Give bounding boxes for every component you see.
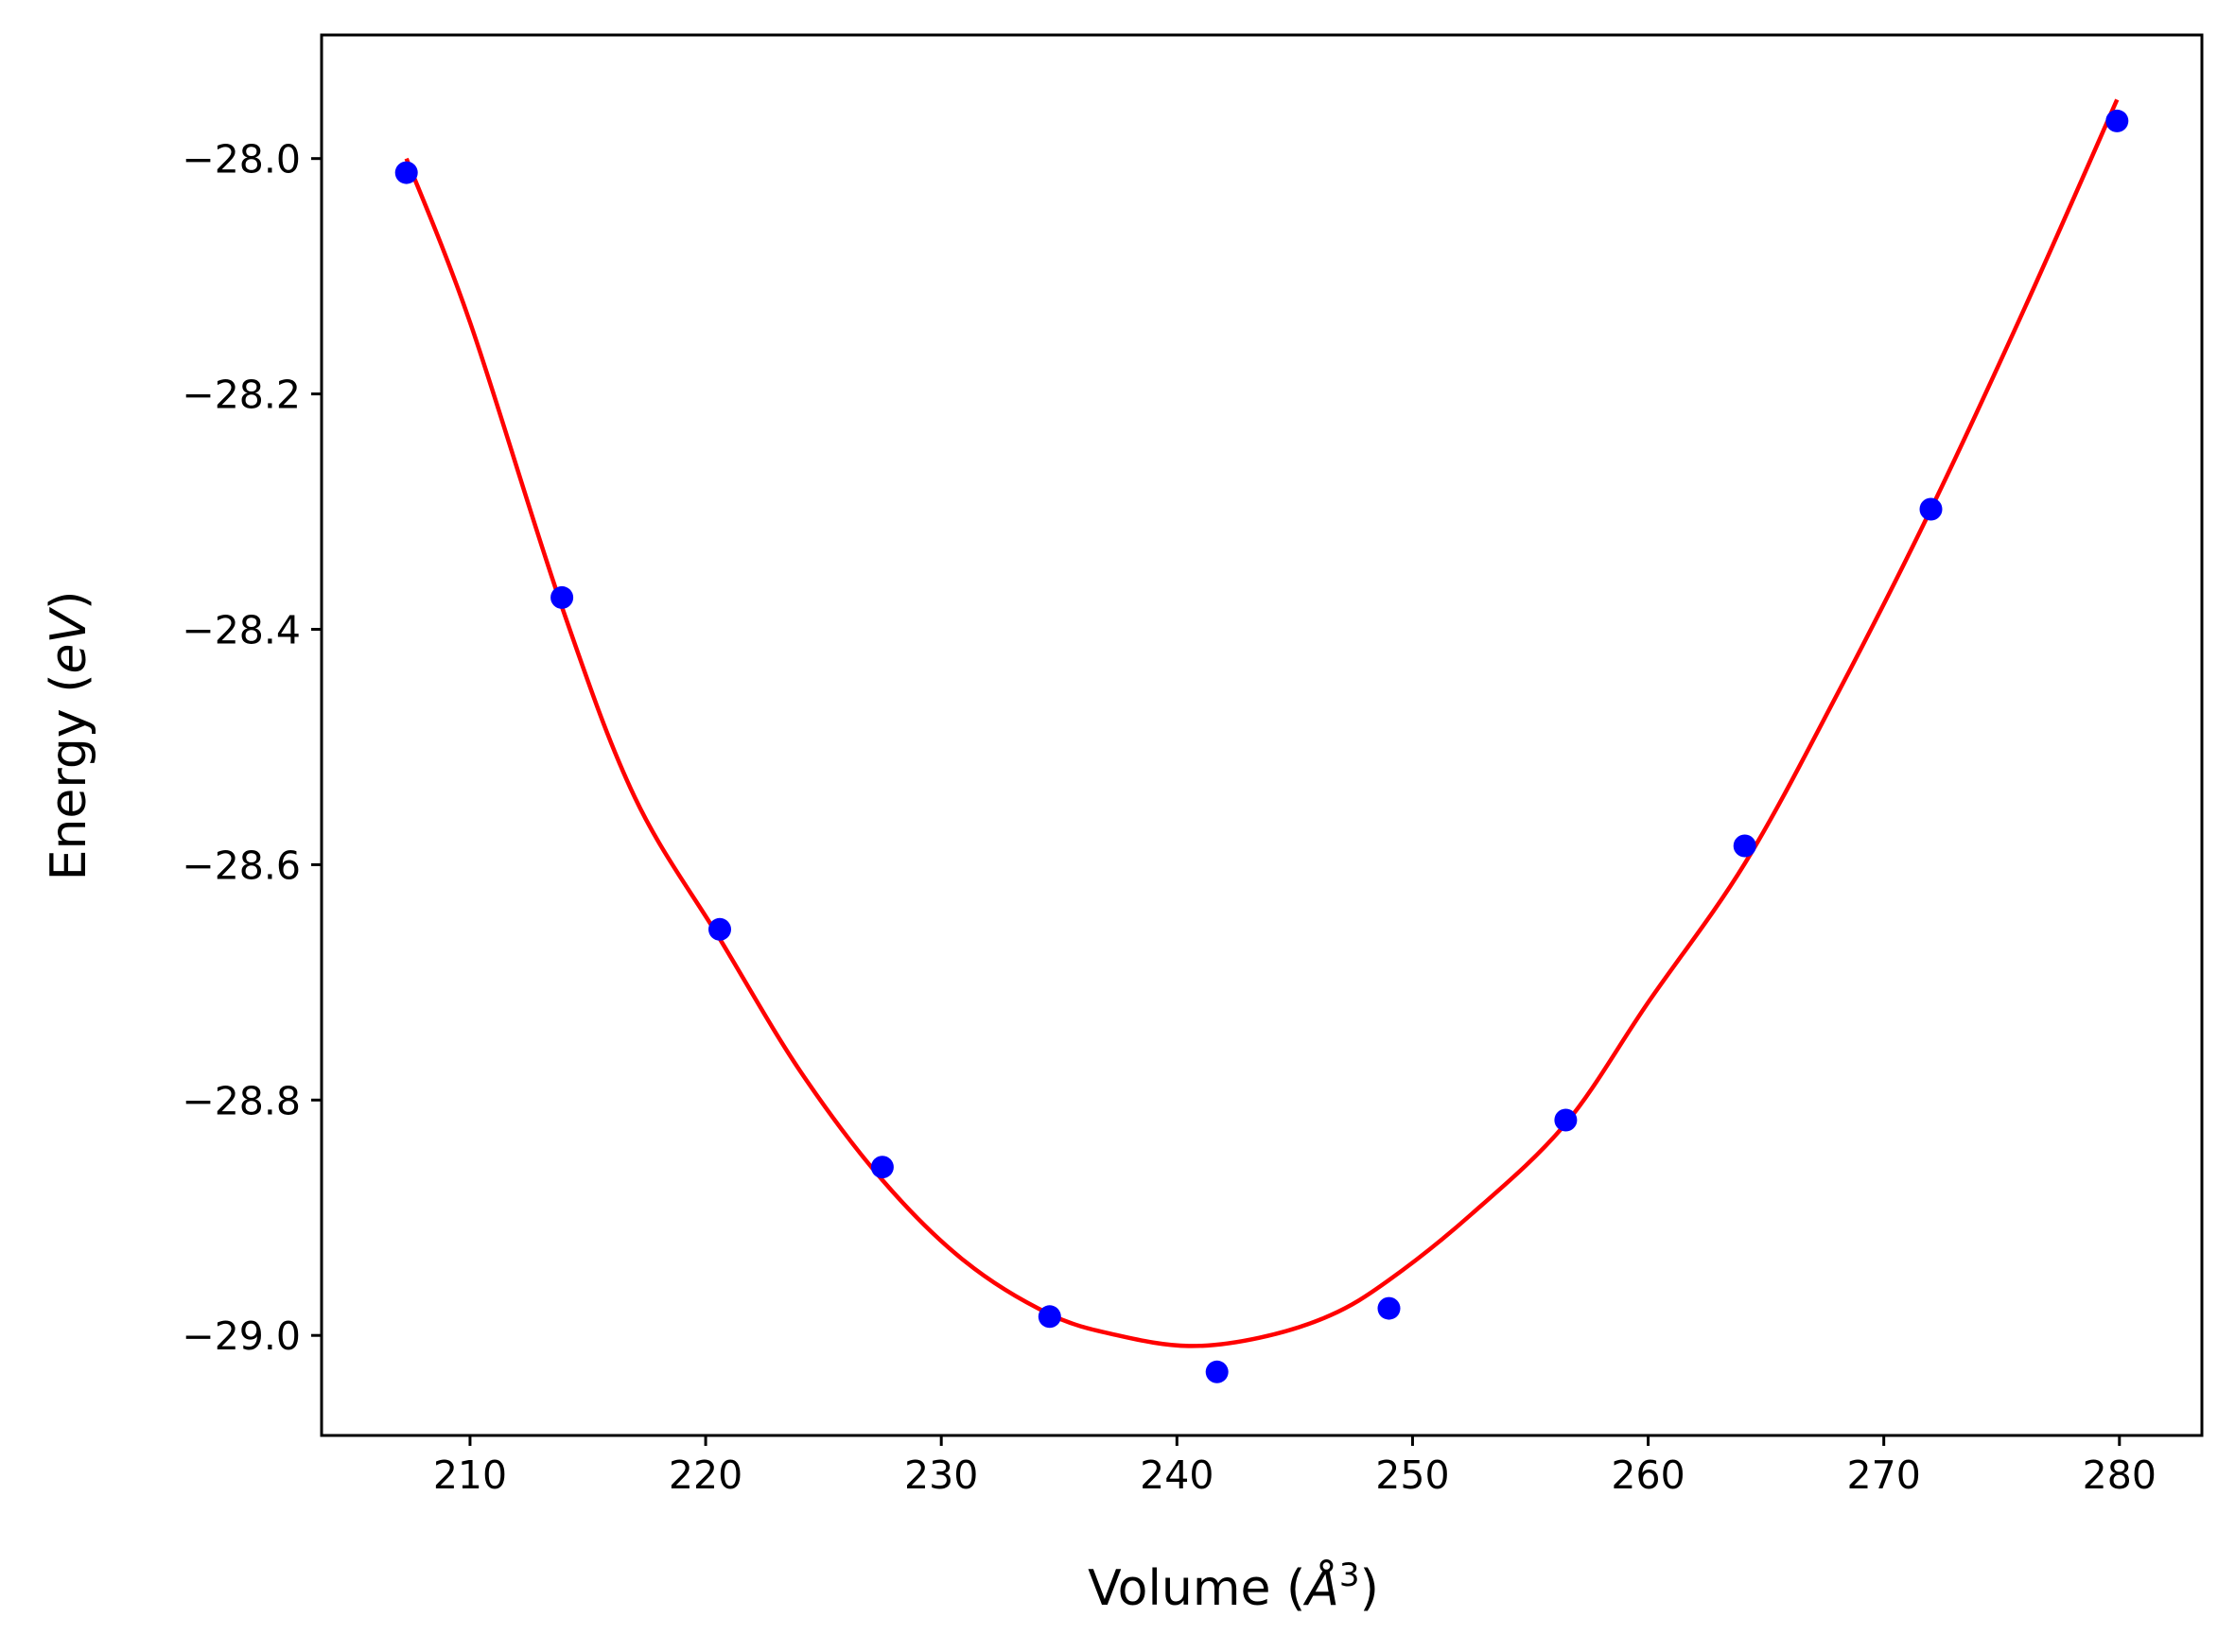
data-point	[1205, 1360, 1229, 1383]
x-tick-label: 260	[1611, 1452, 1685, 1498]
x-tick-label: 270	[1847, 1452, 1921, 1498]
data-points-layer	[394, 109, 2129, 1383]
fit-curve	[404, 98, 2120, 1348]
data-point	[1919, 497, 1943, 521]
y-tick-label: −29.0	[182, 1313, 301, 1359]
x-axis-ticks: 210 220 230 240 250 260 270 280	[433, 1435, 2156, 1498]
data-point	[708, 917, 731, 941]
data-point	[1377, 1296, 1401, 1320]
x-tick-label: 220	[669, 1452, 742, 1498]
fit-curve-layer	[404, 98, 2120, 1348]
x-tick-label: 210	[433, 1452, 507, 1498]
x-tick-label: 250	[1375, 1452, 1449, 1498]
data-point	[550, 585, 574, 609]
y-axis-ticks: −28.0 −28.2 −28.4 −28.6 −28.8 −29.0	[182, 137, 322, 1359]
y-tick-label: −28.2	[182, 373, 301, 418]
y-axis-label: Energy (eV)	[41, 591, 97, 881]
data-point	[870, 1156, 894, 1179]
x-tick-label: 280	[2083, 1452, 2156, 1498]
data-point	[1554, 1108, 1578, 1132]
x-axis-label: Volume (Å3)	[1088, 1556, 1379, 1617]
y-tick-label: −28.0	[182, 137, 301, 183]
plot-frame	[320, 33, 2204, 1437]
y-tick-label: −28.8	[182, 1078, 301, 1123]
x-tick-label: 240	[1140, 1452, 1214, 1498]
y-tick-label: −28.6	[182, 843, 301, 888]
data-point	[394, 161, 418, 184]
data-point	[2105, 109, 2129, 132]
data-point	[1733, 834, 1756, 858]
x-tick-label: 230	[904, 1452, 978, 1498]
y-tick-label: −28.4	[182, 607, 301, 652]
data-point	[1038, 1305, 1061, 1329]
